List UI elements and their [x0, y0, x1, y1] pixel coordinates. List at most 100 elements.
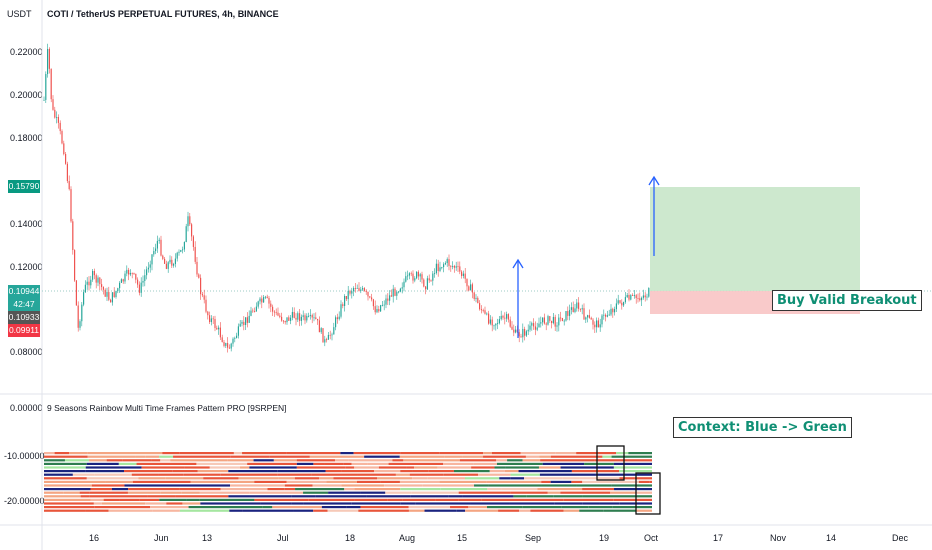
- stripe-segment: [44, 509, 86, 512]
- target-price-badge: 0.15790: [8, 180, 40, 193]
- candle-body: [387, 298, 389, 301]
- candle-body: [255, 306, 257, 312]
- candle-body: [498, 319, 500, 324]
- candle-body: [608, 314, 610, 316]
- stripe-segment: [576, 484, 612, 487]
- stripe-segment: [554, 502, 583, 505]
- candle-body: [468, 286, 470, 291]
- stripe-segment: [437, 466, 472, 469]
- stripe-segment: [87, 455, 136, 458]
- candle-body: [536, 327, 538, 330]
- stripe-segment: [550, 480, 572, 483]
- stripe-segment: [319, 477, 334, 480]
- candle-body: [79, 321, 81, 328]
- target-zone[interactable]: [650, 187, 860, 291]
- indicator-title[interactable]: 9 Seasons Rainbow Multi Time Frames Patt…: [47, 403, 287, 413]
- stripe-segment: [86, 462, 119, 465]
- stripe-segment: [131, 473, 159, 476]
- candle-body: [205, 299, 207, 312]
- candle-body: [239, 323, 241, 327]
- stripe-segment: [181, 491, 200, 494]
- candle-body: [317, 318, 319, 321]
- candle-body: [639, 298, 641, 301]
- candle-body: [437, 263, 439, 271]
- candle-body: [642, 295, 644, 298]
- chart-title[interactable]: COTI / TetherUS PERPETUAL FUTURES, 4h, B…: [47, 9, 279, 19]
- stripe-segment: [247, 462, 297, 465]
- candle-body: [518, 332, 520, 337]
- candle-body: [403, 281, 405, 288]
- candle-body: [513, 329, 515, 333]
- stripe-segment: [230, 455, 270, 458]
- candle-body: [511, 326, 513, 330]
- candle-body: [574, 308, 576, 312]
- stripe-segment: [465, 509, 499, 512]
- candle-body: [428, 278, 430, 281]
- stripe-segment: [541, 484, 577, 487]
- candle-body: [520, 336, 522, 338]
- candle-body: [54, 109, 56, 118]
- stripe-segment: [450, 506, 469, 509]
- candle-body: [122, 279, 124, 282]
- stripe-segment: [357, 473, 396, 476]
- candle-body: [585, 317, 587, 320]
- stripe-segment: [519, 509, 531, 512]
- candle-body: [225, 343, 227, 346]
- candle-body: [311, 315, 313, 318]
- candle-body: [183, 242, 185, 250]
- stripe-segment: [435, 498, 459, 501]
- stripe-segment: [228, 495, 250, 498]
- stripe-segment: [277, 470, 326, 473]
- candle-body: [362, 288, 364, 290]
- candle-body: [410, 273, 412, 275]
- stripe-segment: [582, 480, 639, 483]
- candle-body: [315, 317, 317, 319]
- stripe-segment: [124, 470, 173, 473]
- candle-body: [641, 297, 643, 301]
- stripe-segment: [356, 480, 381, 483]
- date-tick: Sep: [525, 533, 542, 543]
- candle-body: [576, 302, 578, 309]
- candle-body: [61, 131, 63, 144]
- stripe-segment: [227, 459, 254, 462]
- stripe-segment: [491, 452, 521, 455]
- stripe-segment: [44, 470, 86, 473]
- stripe-segment: [628, 452, 652, 455]
- candle-body: [349, 290, 351, 294]
- candle-body: [524, 328, 526, 336]
- stripe-segment: [579, 509, 604, 512]
- stripe-segment: [385, 491, 412, 494]
- candle-body: [331, 334, 333, 336]
- stripe-segment: [165, 477, 204, 480]
- candle-body: [617, 300, 619, 304]
- candle-body: [81, 304, 83, 322]
- stripe-segment: [571, 470, 620, 473]
- stripe-segment: [220, 488, 268, 491]
- candle-body: [293, 311, 295, 318]
- candle-body: [446, 259, 448, 264]
- stripe-segment: [44, 462, 87, 465]
- stripe-segment: [219, 502, 261, 505]
- stripe-segment: [253, 459, 274, 462]
- stripe-segment: [579, 477, 620, 480]
- stripe-segment: [530, 509, 564, 512]
- candle-body: [633, 295, 635, 296]
- stripe-segment: [118, 462, 137, 465]
- stripe-segment: [182, 462, 197, 465]
- stripe-segment: [199, 491, 250, 494]
- context-annotation[interactable]: Context: Blue -> Green: [673, 417, 852, 438]
- candle-body: [243, 321, 245, 326]
- indicator-tick: -20.00000: [4, 496, 45, 506]
- stripe-segment: [522, 506, 562, 509]
- candle-body: [354, 288, 356, 289]
- candle-body: [621, 302, 623, 306]
- candle-body: [241, 321, 243, 324]
- date-tick: 13: [202, 533, 213, 543]
- candle-body: [443, 264, 445, 268]
- stripe-segment: [348, 459, 393, 462]
- candle-body: [570, 307, 572, 310]
- breakout-annotation[interactable]: Buy Valid Breakout: [772, 290, 922, 311]
- stripe-segment: [553, 495, 583, 498]
- stripe-segment: [150, 506, 189, 509]
